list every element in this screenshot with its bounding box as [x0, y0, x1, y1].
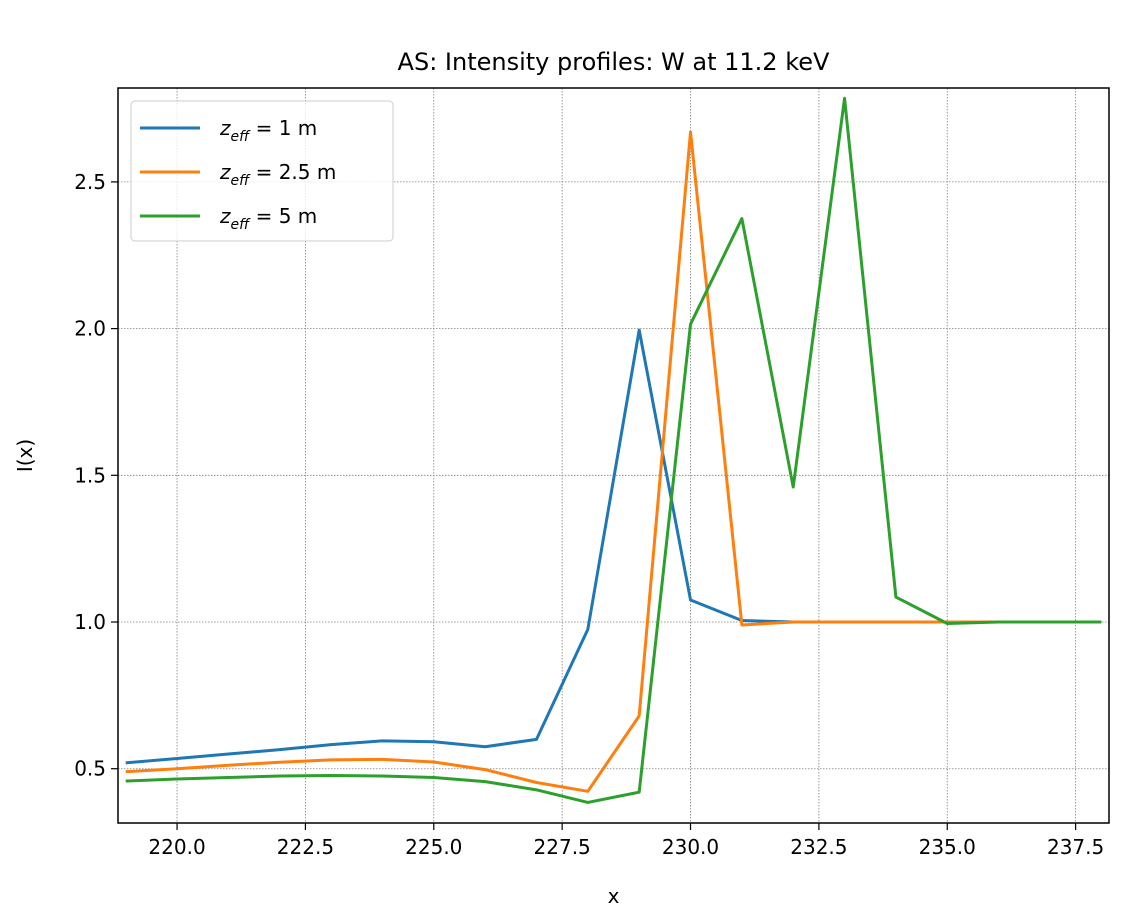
y-tick-label: 1.5: [74, 463, 106, 487]
series-line-3: [125, 96, 1102, 804]
x-axis-label: x: [608, 884, 620, 908]
plot-frame: [117, 87, 1110, 824]
x-tick-label: 227.5: [534, 835, 591, 859]
legend-box: [130, 100, 394, 242]
x-tick-label: 222.5: [277, 835, 334, 859]
y-axis-label: I(x): [13, 439, 37, 472]
chart-title: AS: Intensity profiles: W at 11.2 keV: [398, 48, 830, 76]
series-line-2: [125, 130, 1102, 793]
legend-label: zeff = 5 m: [219, 204, 317, 233]
y-tick-label: 1.0: [74, 610, 106, 634]
x-tick-label: 230.0: [662, 835, 719, 859]
x-tick-label: 220.0: [148, 835, 205, 859]
y-tick-label: 2.5: [74, 170, 106, 194]
y-tick-label: 0.5: [74, 757, 106, 781]
x-tick-label: 235.0: [919, 835, 976, 859]
legend-label: zeff = 2.5 m: [219, 160, 336, 189]
x-tick-label: 225.0: [405, 835, 462, 859]
legend-label: zeff = 1 m: [219, 116, 317, 145]
x-tick-label: 237.5: [1047, 835, 1104, 859]
legend: zeff = 1 m zeff = 2.5 m zeff = 5 m: [130, 100, 394, 242]
series-lines: [125, 96, 1102, 804]
x-tick-label: 232.5: [790, 835, 847, 859]
y-tick-label: 2.0: [74, 317, 106, 341]
axis-ticks: 220.0 222.5 225.0 227.5 230.0 232.5 235.0 237.5…: [74, 170, 1104, 859]
